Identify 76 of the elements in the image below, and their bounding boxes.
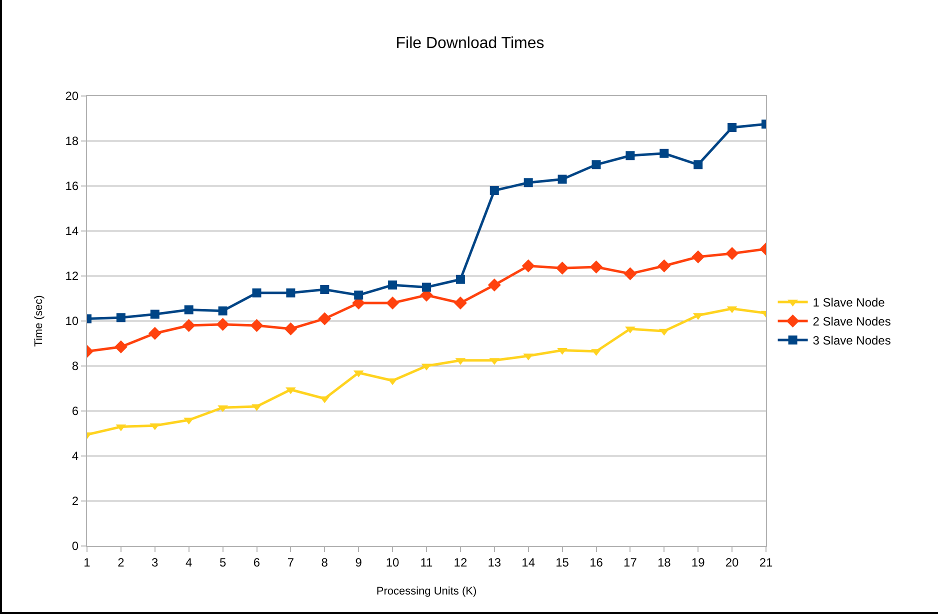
x-axis-title: Processing Units (K) (376, 586, 477, 598)
point (286, 288, 296, 298)
y-tick-label: 4 (72, 449, 79, 464)
y-tick-label: 20 (65, 89, 79, 104)
x-tick-label: 21 (759, 555, 773, 570)
y-tick-label: 18 (65, 134, 79, 148)
y-axis-title: Time (sec) (32, 295, 45, 347)
point (116, 313, 126, 322)
x-tick-label: 19 (691, 555, 706, 570)
x-tick-label: 3 (152, 555, 159, 570)
x-tick-label: 5 (219, 555, 226, 570)
point (148, 326, 162, 340)
x-tick-label: 20 (725, 555, 740, 570)
point (660, 148, 669, 158)
x-tick-label: 11 (420, 555, 434, 570)
y-tick-label: 10 (65, 314, 79, 328)
y-tick-label: 0 (72, 539, 79, 554)
x-tick-label: 8 (321, 555, 328, 570)
point (624, 267, 637, 280)
x-tick-label: 4 (186, 555, 193, 570)
x-tick-label: 17 (624, 555, 638, 570)
point (184, 305, 194, 314)
point (456, 274, 465, 284)
point (320, 285, 330, 294)
point (114, 340, 128, 354)
point (626, 151, 635, 160)
point (556, 262, 569, 275)
point (490, 186, 499, 195)
point (454, 296, 467, 310)
point (284, 322, 298, 336)
x-tick-label: 13 (488, 555, 502, 570)
x-tick-label: 16 (590, 555, 604, 570)
point (592, 160, 601, 170)
y-tick-label: 2 (72, 494, 79, 508)
x-tick-label: 12 (454, 555, 468, 570)
x-tick-label: 18 (657, 555, 672, 570)
point (692, 250, 705, 264)
x-tick-label: 2 (118, 555, 125, 570)
legend-label: 1 Slave Node (812, 296, 886, 310)
point (658, 259, 671, 272)
point (388, 280, 398, 290)
legend-label: 2 Slave Nodes (812, 314, 891, 329)
point (558, 174, 567, 184)
point (250, 319, 264, 332)
point (150, 310, 160, 319)
x-tick-label: 9 (355, 555, 362, 570)
chart-title: File Download Times (396, 34, 544, 52)
x-tick-label: 15 (556, 555, 570, 570)
point (488, 278, 501, 292)
x-tick-label: 1 (84, 555, 91, 570)
legend-label: 3 Slave Nodes (812, 334, 891, 348)
y-tick-label: 14 (65, 224, 79, 238)
point (726, 247, 739, 260)
point (252, 288, 262, 298)
x-tick-label: 7 (287, 555, 294, 570)
y-tick-label: 12 (65, 269, 79, 284)
point (218, 405, 228, 412)
point (694, 160, 703, 170)
y-tick-label: 8 (72, 359, 79, 374)
point (422, 282, 431, 292)
point (286, 387, 296, 394)
x-tick-label: 14 (522, 555, 536, 570)
point (182, 319, 196, 332)
point (728, 123, 737, 132)
point (590, 260, 603, 274)
point (318, 312, 332, 326)
x-tick-label: 6 (253, 555, 260, 570)
point (524, 178, 533, 188)
point (216, 318, 230, 331)
x-tick-label: 10 (386, 555, 400, 570)
y-tick-label: 16 (65, 179, 79, 194)
point (218, 306, 228, 316)
point (522, 259, 535, 272)
y-tick-label: 6 (72, 404, 79, 418)
point (386, 296, 400, 310)
point (354, 290, 364, 300)
